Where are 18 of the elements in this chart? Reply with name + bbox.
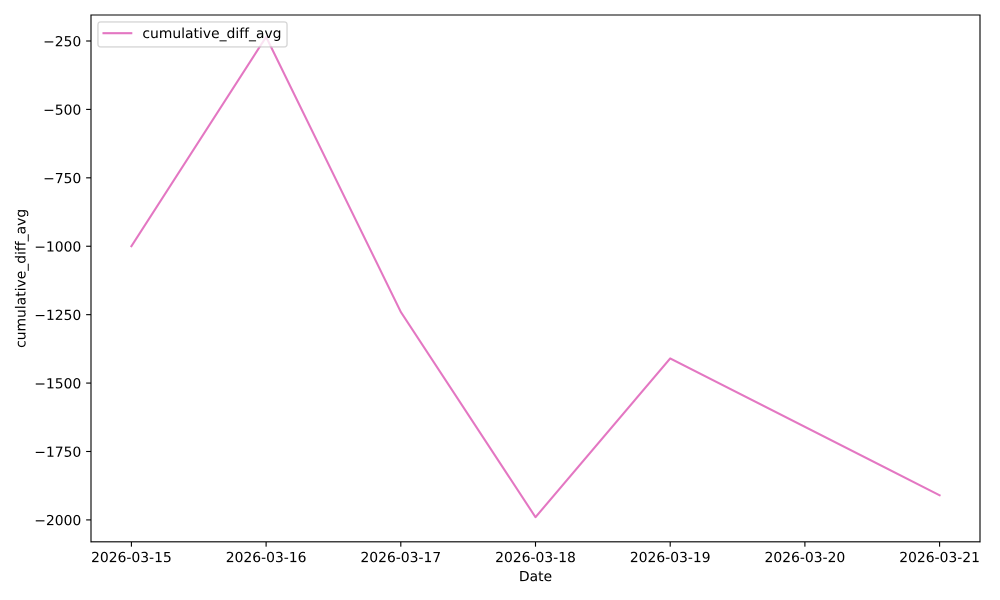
y-tick-label: −1000 bbox=[36, 241, 80, 252]
y-tick-label: −1250 bbox=[36, 310, 80, 320]
y-tick-label: −1750 bbox=[36, 446, 80, 457]
x-tick-label: 2026-03-17 bbox=[361, 552, 440, 562]
x-tick-label: 2026-03-16 bbox=[226, 552, 306, 562]
x-tick-label: 2026-03-21 bbox=[900, 552, 979, 562]
legend-label: cumulative_diff_avg bbox=[143, 28, 280, 42]
x-tick-label: 2026-03-18 bbox=[496, 552, 575, 562]
y-tick-label: −250 bbox=[44, 36, 80, 46]
x-tick-label: 2026-03-20 bbox=[766, 552, 844, 562]
y-axis-title: cumulative_diff_avg bbox=[14, 210, 29, 348]
y-tick-label: −1500 bbox=[36, 378, 80, 389]
x-tick-label: 2026-03-19 bbox=[630, 552, 710, 562]
y-tick-label: −500 bbox=[44, 104, 80, 115]
x-axis-title: Date bbox=[520, 570, 552, 582]
y-tick-label: −750 bbox=[44, 172, 80, 184]
y-tick-label: −2000 bbox=[36, 514, 80, 526]
x-tick-label: 2026-03-15 bbox=[92, 552, 171, 562]
